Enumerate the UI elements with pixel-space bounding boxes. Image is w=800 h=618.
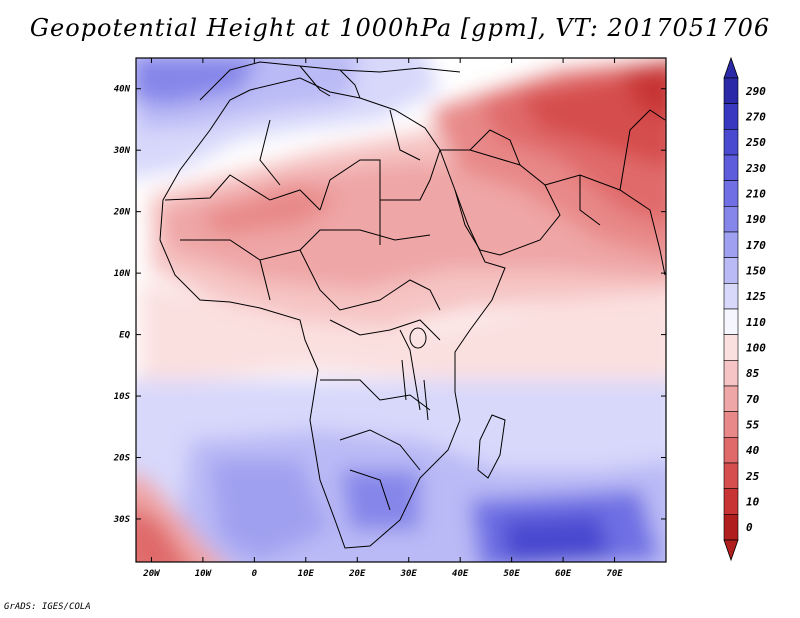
colorbar-swatch xyxy=(723,514,739,541)
colorbar-label: 290 xyxy=(745,85,766,98)
lat-tick-label: 40N xyxy=(114,85,131,95)
colorbar-label: 110 xyxy=(746,316,766,329)
colorbar-swatch xyxy=(723,411,739,438)
height-field xyxy=(136,58,666,562)
colorbar-label: 125 xyxy=(746,290,766,303)
colorbar-swatch xyxy=(723,257,739,284)
colorbar-label: 170 xyxy=(746,239,766,252)
colorbar-swatch xyxy=(723,103,739,130)
colorbar-label: 150 xyxy=(746,265,766,278)
lon-tick-label: 40E xyxy=(452,569,469,579)
colorbar-label: 210 xyxy=(745,188,766,201)
lon-tick-label: 10E xyxy=(298,569,315,579)
colorbar-swatch xyxy=(723,129,739,156)
colorbar-swatch xyxy=(723,77,739,104)
lat-tick-label: 10S xyxy=(114,392,131,402)
colorbar-swatch xyxy=(723,231,739,258)
lat-tick-label: 30N xyxy=(113,146,131,156)
lon-tick-label: 70E xyxy=(606,569,623,579)
lon-tick-label: 10W xyxy=(195,569,213,579)
map-title: Geopotential Height at 1000hPa [gpm], VT… xyxy=(29,14,771,42)
plot-frame xyxy=(135,57,667,563)
colorbar-swatch xyxy=(723,488,739,515)
coastlines xyxy=(159,61,666,549)
colorbar-bottom-arrow xyxy=(723,539,739,562)
colorbar-label: 85 xyxy=(746,367,760,380)
colorbar-swatch xyxy=(723,180,739,207)
colorbar-label: 270 xyxy=(745,111,766,124)
colorbar-label: 230 xyxy=(745,162,766,175)
colorbar-label: 25 xyxy=(745,470,760,483)
lat-tick-label: 30S xyxy=(113,515,131,525)
colorbar-swatch xyxy=(723,283,739,310)
lon-tick-label: 20W xyxy=(142,569,161,579)
colorbar-swatch xyxy=(723,154,739,181)
lon-tick-label: 30E xyxy=(400,569,418,579)
lon-tick-label: 20E xyxy=(348,569,366,579)
colorbar-label: 40 xyxy=(746,444,760,457)
colorbar-label: 250 xyxy=(745,136,766,149)
colorbar-swatch xyxy=(723,334,739,361)
colorbar-label: 55 xyxy=(746,419,760,432)
colorbar-top-arrow xyxy=(723,56,739,79)
lat-tick-label: 10N xyxy=(114,269,131,279)
lat-tick-label: 20N xyxy=(113,208,131,218)
grads-credit: GrADS: IGES/COLA xyxy=(4,602,91,612)
colorbar-swatch xyxy=(723,462,739,489)
lat-tick-label: EQ xyxy=(119,331,130,341)
lat-tick-label: 20S xyxy=(113,454,131,464)
colorbar-swatch xyxy=(723,308,739,335)
colorbar-swatch xyxy=(723,206,739,233)
colorbar: 2902702502302101901701501251101008570554… xyxy=(723,56,766,562)
latitude-axis: 40N 30N 20N 10N EQ 10S 20S 30S xyxy=(113,85,666,525)
lon-tick-label: 60E xyxy=(555,569,572,579)
colorbar-label: 70 xyxy=(746,393,760,406)
colorbar-swatch xyxy=(723,385,739,412)
colorbar-label: 190 xyxy=(746,213,766,226)
colorbar-label: 0 xyxy=(746,521,753,534)
colorbar-label: 10 xyxy=(746,496,760,509)
colorbar-swatch xyxy=(723,360,739,387)
colorbar-swatch xyxy=(723,437,739,464)
longitude-axis: 20W 10W 0 10E 20E 30E 40E 50E 60E 70E xyxy=(142,58,623,579)
lon-tick-label: 50E xyxy=(503,569,520,579)
colorbar-label: 100 xyxy=(746,342,766,355)
lon-tick-label: 0 xyxy=(252,569,258,579)
